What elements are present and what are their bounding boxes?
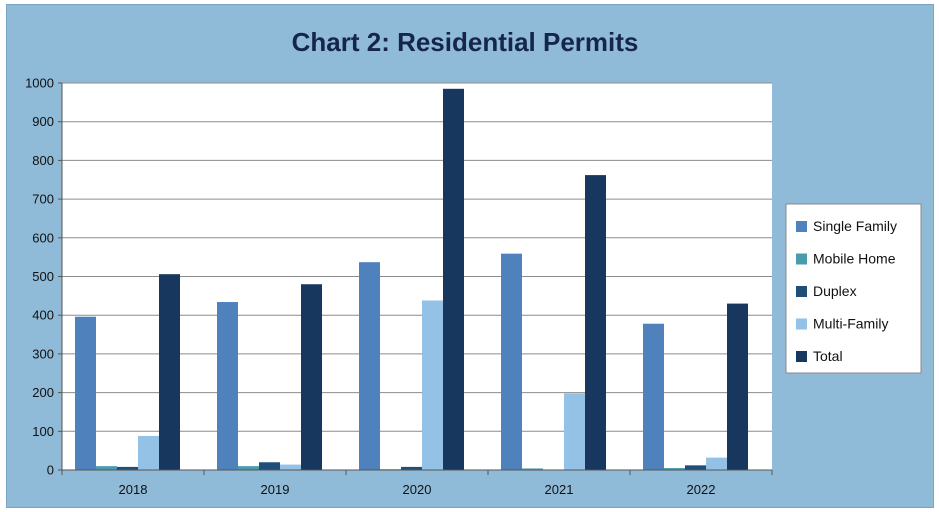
bar-mobile-home-2021 [522,468,543,470]
legend-swatch [796,286,807,297]
legend-label: Duplex [813,283,857,299]
bar-multi-family-2019 [280,464,301,470]
legend-label: Multi-Family [813,316,888,332]
bar-total-2019 [301,284,322,470]
bar-single-family-2018 [75,316,96,470]
y-tick-label: 800 [32,153,54,168]
legend-swatch [796,221,807,232]
y-tick-label: 700 [32,192,54,207]
legend: Single Family Mobile Home Duplex Multi-Fami… [785,203,922,374]
y-tick-label: 400 [32,308,54,323]
bar-mobile-home-2019 [238,466,259,470]
y-tick-label: 300 [32,346,54,361]
x-tick-label: 2020 [403,482,432,497]
bars [75,88,748,471]
legend-label: Single Family [813,218,897,234]
axes: 0 100 200 300 400 500 600 700 800 900 1000 2018 2019… [25,76,773,497]
bar-single-family-2021 [501,253,522,470]
y-tick-label: 500 [32,269,54,284]
x-tick-label: 2019 [261,482,290,497]
y-tick-label: 600 [32,230,54,245]
bar-chart: Chart 2: Residential Permits 0 100 200 300 4… [25,27,922,497]
y-tick-label: 200 [32,385,54,400]
chart-title: Chart 2: Residential Permits [292,27,639,57]
y-tick-label: 1000 [25,76,54,91]
bar-multi-family-2020 [422,300,443,470]
bar-duplex-2019 [259,462,280,470]
legend-label: Mobile Home [813,251,896,267]
y-tick-label: 900 [32,114,54,129]
legend-background [785,203,922,374]
bar-single-family-2020 [359,262,380,470]
bar-single-family-2022 [643,323,664,470]
bar-total-2021 [585,175,606,470]
bar-total-2020 [443,88,464,471]
legend-label: Total [813,348,843,364]
legend-swatch [796,253,807,265]
bar-single-family-2019 [217,302,238,470]
bar-duplex-2020 [401,466,422,470]
legend-swatch [796,351,807,362]
bar-multi-family-2022 [706,457,727,470]
y-tick-label: 0 [47,463,54,478]
bar-multi-family-2018 [138,435,159,470]
bar-mobile-home-2018 [96,466,117,470]
gridlines [62,82,772,471]
bar-total-2018 [159,274,180,470]
bar-total-2022 [727,303,748,470]
y-tick-label: 100 [32,424,54,439]
x-tick-label: 2022 [687,482,716,497]
bar-mobile-home-2022 [664,468,685,470]
bar-duplex-2018 [117,466,138,470]
bar-duplex-2022 [685,465,706,470]
x-tick-label: 2018 [119,482,148,497]
legend-swatch [796,318,807,330]
chart-frame: Chart 2: Residential Permits 0 100 200 300 4… [6,4,934,508]
bar-multi-family-2021 [564,393,585,470]
x-tick-label: 2021 [545,482,574,497]
